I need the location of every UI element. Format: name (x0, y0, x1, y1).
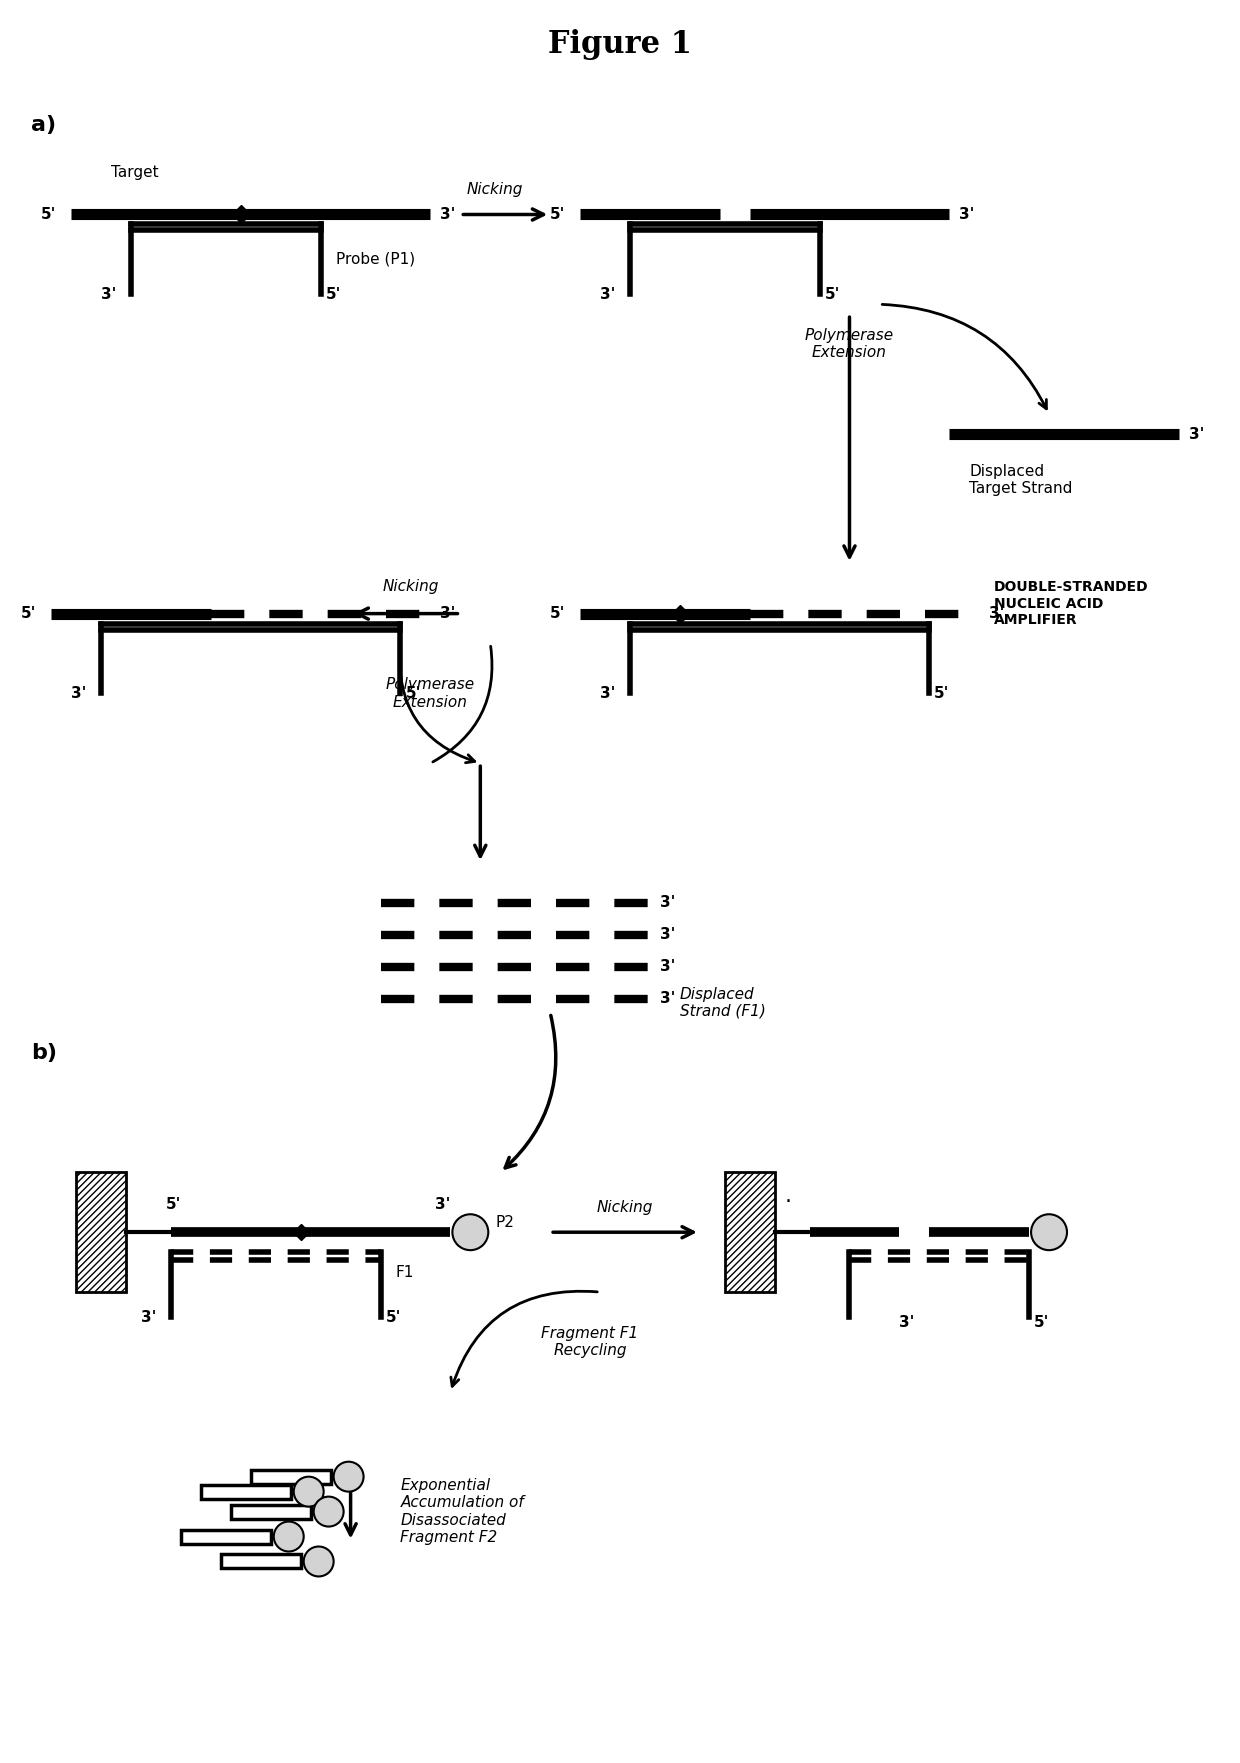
Text: Fragment F1
Recycling: Fragment F1 Recycling (542, 1326, 639, 1358)
Circle shape (334, 1462, 363, 1491)
Text: ·: · (785, 1192, 791, 1213)
Text: Probe (P1): Probe (P1) (336, 252, 414, 266)
Text: 3': 3' (990, 606, 1004, 621)
Text: 3': 3' (600, 686, 615, 702)
Circle shape (453, 1215, 489, 1250)
Text: b): b) (31, 1042, 57, 1063)
Text: 5': 5' (825, 287, 839, 301)
Circle shape (304, 1546, 334, 1576)
Text: Figure 1: Figure 1 (548, 30, 692, 60)
FancyArrowPatch shape (399, 647, 475, 763)
Bar (231, 1504, 311, 1518)
Text: F1: F1 (396, 1264, 414, 1280)
Text: 3': 3' (660, 896, 676, 910)
Text: 3': 3' (71, 686, 87, 702)
Circle shape (1032, 1215, 1066, 1250)
Text: 5': 5' (549, 206, 565, 222)
Text: 3': 3' (440, 206, 456, 222)
Text: 5': 5' (405, 686, 420, 702)
Text: Nicking: Nicking (382, 578, 439, 594)
FancyArrowPatch shape (882, 305, 1047, 409)
Text: Nicking: Nicking (467, 182, 523, 196)
FancyArrowPatch shape (433, 647, 492, 762)
Text: Polymerase
Extension: Polymerase Extension (386, 677, 475, 710)
Text: 3': 3' (660, 991, 676, 1007)
Text: Displaced
Strand (F1): Displaced Strand (F1) (680, 987, 766, 1019)
Bar (201, 1484, 290, 1499)
Text: 5': 5' (549, 606, 565, 621)
Text: 5': 5' (41, 206, 56, 222)
Text: 3': 3' (960, 206, 975, 222)
Text: 5': 5' (326, 287, 341, 301)
Text: 3': 3' (899, 1315, 915, 1329)
Bar (221, 1555, 301, 1569)
Text: 3': 3' (600, 287, 615, 301)
Text: 3': 3' (440, 606, 456, 621)
Text: Target: Target (112, 164, 159, 180)
Text: 5': 5' (386, 1310, 401, 1324)
Bar (724, 1172, 775, 1292)
Bar (76, 1172, 126, 1292)
Text: Exponential
Accumulation of
Disassociated
Fragment F2: Exponential Accumulation of Disassociate… (401, 1477, 525, 1544)
Text: 5': 5' (1034, 1315, 1049, 1329)
Text: a): a) (31, 115, 57, 134)
Text: Nicking: Nicking (596, 1201, 653, 1215)
Text: 5': 5' (21, 606, 36, 621)
Text: 3': 3' (100, 287, 117, 301)
Text: 3': 3' (660, 959, 676, 975)
Text: 3': 3' (660, 927, 676, 943)
FancyArrowPatch shape (451, 1291, 598, 1386)
Text: 5': 5' (934, 686, 950, 702)
Text: Polymerase
Extension: Polymerase Extension (805, 328, 894, 360)
Text: 5': 5' (166, 1197, 181, 1213)
Text: 3': 3' (435, 1197, 451, 1213)
Text: Displaced
Target Strand: Displaced Target Strand (970, 464, 1073, 497)
Bar (181, 1530, 270, 1544)
Text: DOUBLE-STRANDED
NUCLEIC ACID
AMPLIFIER: DOUBLE-STRANDED NUCLEIC ACID AMPLIFIER (994, 580, 1148, 628)
Text: P2: P2 (495, 1215, 515, 1231)
Circle shape (314, 1497, 343, 1527)
Text: 3': 3' (1189, 427, 1204, 441)
Bar (250, 1470, 331, 1484)
Circle shape (274, 1521, 304, 1551)
Circle shape (294, 1477, 324, 1507)
Text: 3': 3' (140, 1310, 156, 1324)
FancyArrowPatch shape (505, 1015, 556, 1167)
